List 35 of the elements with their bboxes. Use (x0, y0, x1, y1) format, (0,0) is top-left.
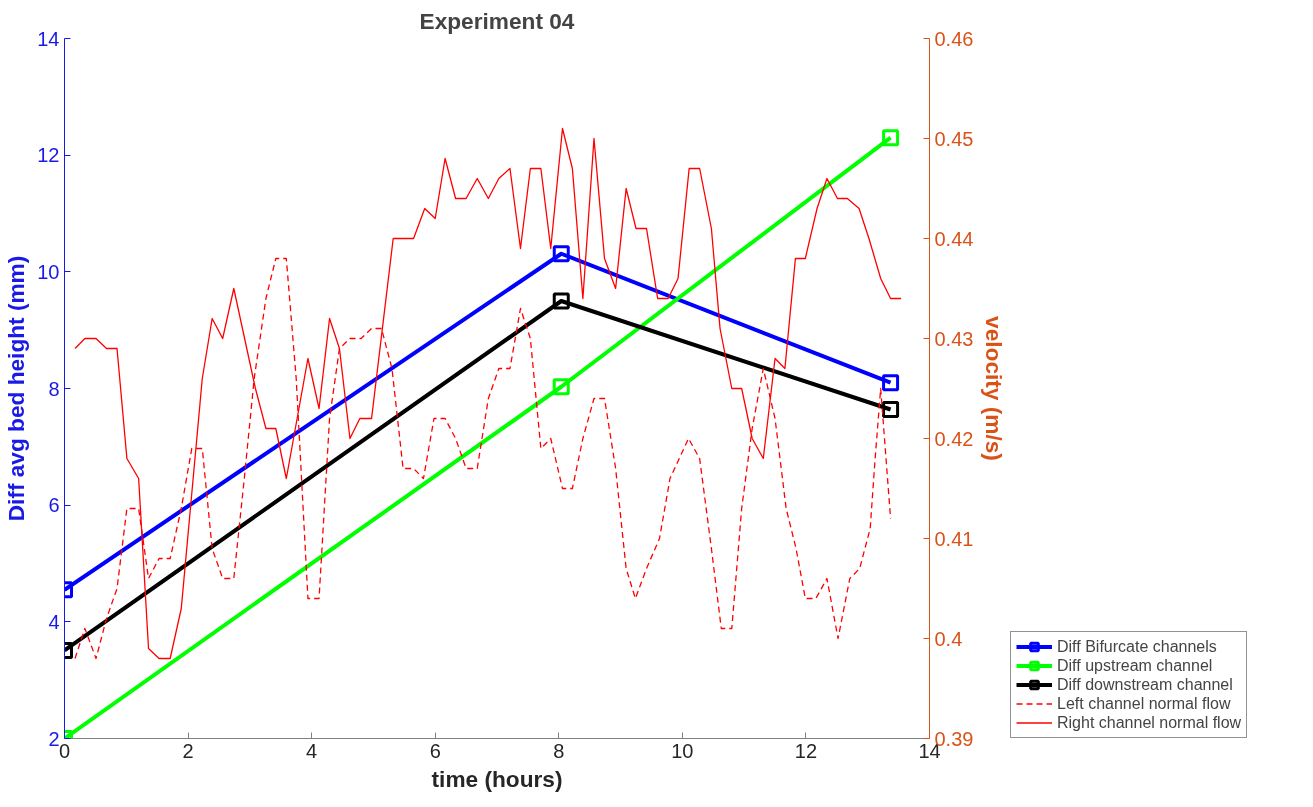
y-tick-label: 4 (48, 610, 60, 633)
x-tick-label: 8 (553, 739, 565, 762)
legend-label: Diff Bifurcate channels (1057, 637, 1217, 656)
point (882, 374, 900, 392)
legend-label: Diff downstream channel (1057, 675, 1233, 694)
y2-tick-label: 0.4 (934, 627, 963, 650)
point (552, 378, 570, 396)
y-tick-label: 14 (37, 27, 60, 50)
x-axis-title: time (hours) (431, 765, 563, 792)
x-tick-label: 4 (306, 739, 318, 762)
point (882, 401, 900, 418)
y2-tick-label: 0.46 (934, 27, 974, 50)
legend-label: Left channel normal flow (1057, 694, 1231, 713)
y-tick-label: 8 (48, 377, 60, 400)
y2-tick-label: 0.42 (934, 427, 974, 450)
x-tick-label: 6 (429, 739, 441, 762)
legend-label: Right channel normal flow (1057, 713, 1242, 732)
legend-label: Diff upstream channel (1057, 656, 1213, 675)
x-tick-label: 10 (671, 739, 694, 762)
y2-tick-label: 0.43 (934, 327, 974, 350)
point (552, 292, 570, 310)
point (552, 245, 570, 263)
y2-axis-title: velocity (m/s) (981, 316, 1008, 461)
x-tick-label: 12 (794, 739, 818, 762)
y-tick-label: 12 (37, 144, 60, 167)
x-tick-label: 2 (182, 739, 194, 762)
y2-tick-label: 0.41 (934, 527, 974, 550)
point (882, 129, 900, 147)
y-axis-title: Diff avg bed height (mm) (3, 255, 30, 522)
chart-title: Experiment 04 (419, 7, 575, 34)
y2-tick-label: 0.45 (934, 127, 974, 150)
y-tick-label: 10 (37, 260, 60, 283)
y-tick-label: 6 (48, 494, 60, 517)
x-tick-label: 0 (58, 739, 71, 762)
y2-tick-label: 0.44 (934, 227, 974, 250)
